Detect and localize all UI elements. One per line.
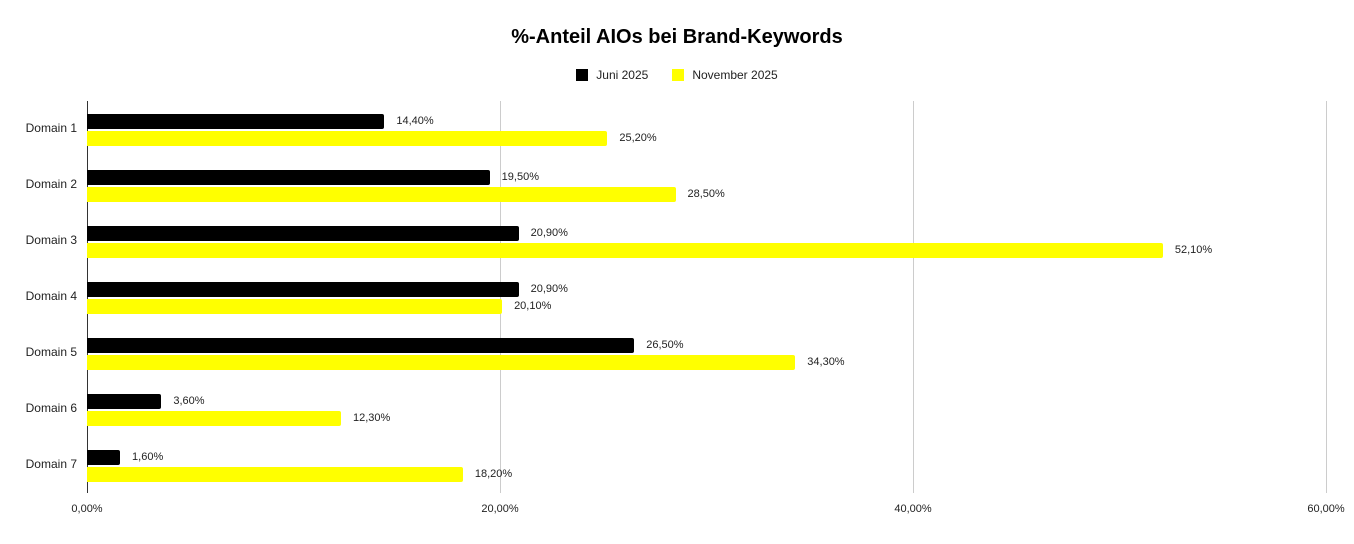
bar-value-label: 12,30% [352,411,391,424]
bar-juni-2025[interactable] [87,337,635,353]
bar-value-label: 26,50% [646,338,684,351]
legend-swatch-november-2025 [672,69,685,81]
gridline [500,101,501,493]
bar-november-2025[interactable] [87,298,503,314]
bar-november-2025[interactable] [87,130,608,146]
x-tick-label: 40,00% [894,503,932,515]
bar-juni-2025[interactable] [87,169,490,185]
category-label: Domain 4 [25,289,77,303]
x-tick-label: 60,00% [1307,503,1345,515]
bar-value-label: 1,60% [132,450,164,463]
category-label: Domain 3 [25,233,77,247]
category-label: Domain 7 [25,457,77,471]
bar-november-2025[interactable] [87,354,796,370]
bar-november-2025[interactable] [87,410,341,426]
bar-juni-2025[interactable] [87,113,385,129]
chart-legend: Juni 2025 November 2025 [0,68,1354,82]
bar-november-2025[interactable] [87,186,676,202]
category-label: Domain 2 [25,177,77,191]
bar-value-label: 20,10% [514,299,552,312]
bar-value-label: 18,20% [474,467,513,480]
plot-area: 14,40% 25,20% 19,50% 28,50% 20,90% 52,10% 20,9… [87,101,1327,493]
category-label: Domain 1 [25,121,77,135]
gridline [1326,101,1327,493]
gridline [913,101,914,493]
legend-item-november-2025[interactable]: November 2025 [672,68,778,82]
bar-value-label: 20,90% [530,282,568,295]
legend-label: Juni 2025 [596,68,649,82]
bar-value-label: 28,50% [687,187,725,200]
x-tick-label: 0,00% [71,503,103,515]
bar-value-label: 25,20% [619,131,657,144]
bar-juni-2025[interactable] [87,393,162,409]
legend-swatch-juni-2025 [576,69,589,81]
bar-juni-2025[interactable] [87,281,519,297]
chart-title: %-Anteil AIOs bei Brand-Keywords [511,26,843,48]
legend-item-juni-2025[interactable]: Juni 2025 [576,68,648,82]
bar-value-label: 19,50% [501,170,539,183]
bar-november-2025[interactable] [87,242,1163,258]
bar-value-label: 52,10% [1174,243,1213,256]
x-tick-label: 20,00% [481,503,519,515]
bar-juni-2025[interactable] [87,225,519,241]
category-label: Domain 6 [25,401,77,415]
legend-label: November 2025 [692,68,778,82]
bar-juni-2025[interactable] [87,449,121,465]
bar-value-label: 34,30% [807,355,845,368]
bar-value-label: 3,60% [173,394,205,407]
bar-value-label: 14,40% [396,114,434,127]
bar-november-2025[interactable] [87,466,463,482]
y-axis-line [87,101,88,493]
category-label: Domain 5 [25,345,77,359]
bar-value-label: 20,90% [530,226,568,239]
